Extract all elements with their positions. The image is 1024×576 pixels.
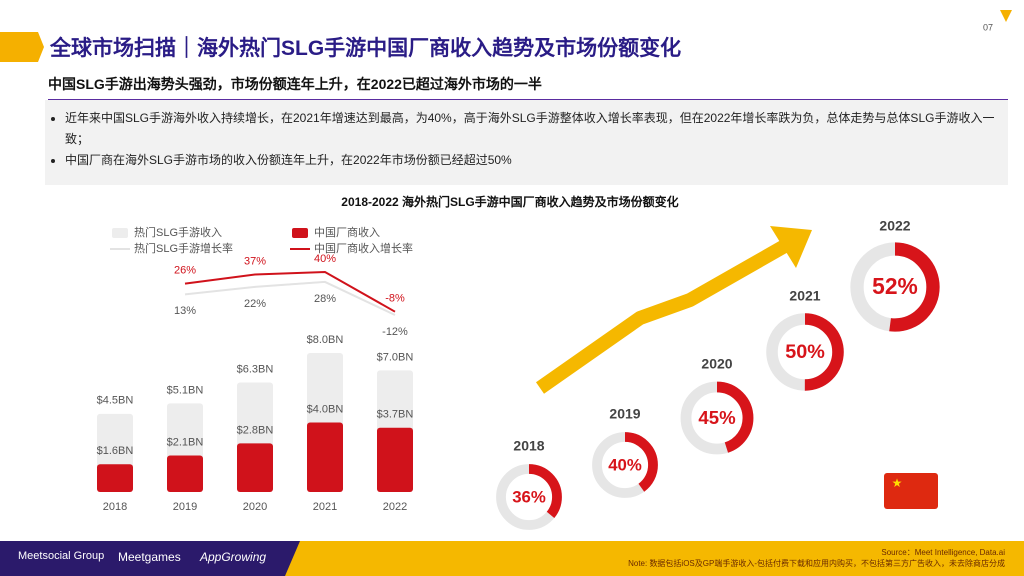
- logo: Meetsocial Group: [18, 550, 104, 562]
- donut-arc: [850, 242, 940, 332]
- year-label: 2022: [879, 218, 910, 234]
- data-label: 28%: [314, 293, 336, 305]
- donut-label: 52%: [872, 273, 918, 299]
- x-tick-label: 2022: [383, 501, 407, 513]
- flag: [884, 473, 938, 509]
- flag-star: ★: [892, 476, 903, 490]
- footer-right: [285, 541, 1024, 576]
- bullet: 中国厂商在海外SLG手游市场的收入份额连年上升，在2022年市场份额已经超过50…: [65, 150, 1008, 171]
- x-tick-label: 2019: [173, 501, 197, 513]
- x-tick-label: 2020: [243, 501, 267, 513]
- data-label: 22%: [244, 298, 266, 310]
- year-label: 2020: [701, 356, 732, 372]
- title-tab: [0, 32, 44, 62]
- legend-label: 热门SLG手游收入: [134, 225, 222, 239]
- legend-label: 中国厂商收入增长率: [314, 241, 413, 255]
- year-label: 2021: [789, 288, 820, 304]
- data-label: $5.1BN: [167, 384, 204, 396]
- bullet-box: 近年来中国SLG手游海外收入持续增长，在2021年增速达到最高，为40%，高于海…: [45, 100, 1008, 185]
- data-label: $4.5BN: [97, 395, 134, 407]
- chart-title: 2018-2022 海外热门SLG手游中国厂商收入趋势及市场份额变化: [341, 194, 678, 209]
- donut-label: 40%: [608, 455, 642, 474]
- data-label: -12%: [382, 326, 408, 338]
- donut-arc: [592, 432, 658, 498]
- source: Source：Meet Intelligence, Data.ai: [881, 548, 1005, 557]
- data-label: $4.0BN: [307, 403, 344, 415]
- data-label: $7.0BN: [377, 351, 414, 363]
- data-label: $2.8BN: [237, 424, 274, 436]
- donut-arc: [766, 313, 844, 391]
- arrow-head: [770, 226, 812, 268]
- legend-label: 中国厂商收入: [314, 225, 380, 239]
- footer-left: [0, 541, 300, 576]
- trend-arrow: [535, 236, 794, 394]
- logo: AppGrowing: [199, 550, 266, 564]
- year-label: 2019: [609, 406, 640, 422]
- year-label: 2018: [513, 438, 544, 454]
- donut-label: 50%: [785, 341, 825, 363]
- donut-label: 45%: [698, 407, 736, 428]
- legend-label: 热门SLG手游增长率: [134, 241, 233, 255]
- data-label: $2.1BN: [167, 436, 204, 448]
- note: Note: 数据包括iOS及GP端手游收入-包括付费下载和应用内购买，不包括第三…: [628, 558, 1005, 568]
- data-label: 13%: [174, 305, 196, 317]
- data-label: 40%: [314, 253, 336, 265]
- title: 全球市场扫描｜海外热门SLG手游中国厂商收入趋势及市场份额变化: [50, 37, 682, 60]
- data-label: -8%: [385, 293, 405, 305]
- bullet: 近年来中国SLG手游海外收入持续增长，在2021年增速达到最高，为40%，高于海…: [65, 108, 1008, 150]
- data-label: $6.3BN: [237, 363, 274, 375]
- line: [184, 270, 396, 313]
- donut-arc: [680, 381, 754, 455]
- line: [184, 280, 396, 316]
- legend-swatch: [112, 228, 128, 238]
- x-tick-label: 2021: [313, 501, 337, 513]
- bar: [377, 427, 413, 492]
- page-number: 07: [983, 22, 993, 32]
- donut-arc: [496, 464, 562, 530]
- subtitle: 中国SLG手游出海势头强劲，市场份额连年上升，在2022已超过海外市场的一半: [48, 74, 1008, 101]
- x-tick-label: 2018: [103, 501, 127, 513]
- page-icon: [1000, 10, 1012, 22]
- bar: [97, 464, 133, 492]
- data-label: $8.0BN: [307, 334, 344, 346]
- bar: [237, 443, 273, 492]
- donut-label: 36%: [512, 487, 546, 506]
- bar: [307, 422, 343, 492]
- data-label: 37%: [244, 255, 266, 267]
- logo: Meetgames: [118, 550, 181, 564]
- data-label: $3.7BN: [377, 409, 414, 421]
- bar: [167, 455, 203, 492]
- data-label: 26%: [174, 264, 196, 276]
- data-label: $1.6BN: [97, 445, 134, 457]
- legend-swatch: [292, 228, 308, 238]
